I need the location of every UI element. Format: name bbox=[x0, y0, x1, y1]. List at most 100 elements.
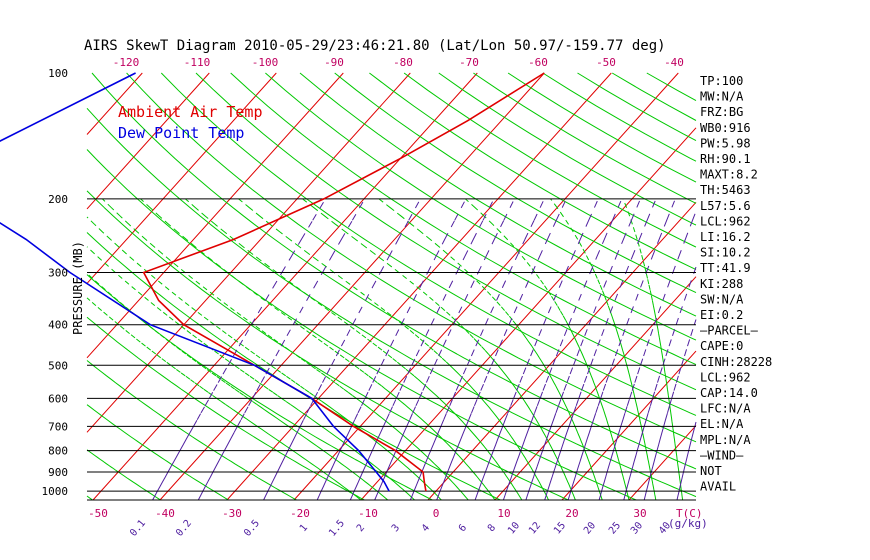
isotherm-line bbox=[628, 425, 697, 501]
mixing-ratio-label: 1.5 bbox=[327, 518, 347, 539]
mixing-ratio-line bbox=[567, 198, 676, 501]
dry-adiabat-line bbox=[195, 72, 697, 391]
dry-adiabat-line bbox=[507, 72, 697, 183]
moist-adiabat-line bbox=[185, 198, 523, 501]
top-temp-label: -40 bbox=[664, 56, 684, 69]
legend-temp: Ambient Air Temp bbox=[118, 103, 263, 121]
top-temp-label: -80 bbox=[393, 56, 413, 69]
bottom-unit-label: T(C) bbox=[676, 507, 703, 520]
legend-dew: Dew Point Temp bbox=[118, 124, 244, 142]
mixing-ratio-line bbox=[152, 198, 326, 501]
bottom-temp-label: 10 bbox=[497, 507, 510, 520]
mixing-ratio-line bbox=[197, 198, 366, 501]
dry-adiabat-line bbox=[230, 72, 697, 366]
stats-item: L57:5.6 bbox=[700, 199, 751, 213]
top-temp-label: -100 bbox=[252, 56, 279, 69]
stats-item: LCL:962 bbox=[700, 370, 751, 384]
chart-title: AIRS SkewT Diagram 2010-05-29/23:46:21.8… bbox=[84, 38, 666, 54]
mixing-ratio-label: 12 bbox=[527, 520, 543, 536]
dry-adiabat-line bbox=[542, 72, 697, 162]
mixing-ratio-line bbox=[525, 198, 641, 501]
dry-adiabat-line bbox=[473, 72, 697, 204]
mixing-ratio-label: 15 bbox=[552, 520, 568, 536]
mixing-ratio-label: 8 bbox=[486, 523, 498, 535]
pressure-tick-label: 300 bbox=[48, 267, 68, 280]
pressure-tick-label: 500 bbox=[48, 359, 68, 372]
dry-adiabat-line bbox=[611, 72, 697, 121]
moist-adiabat-lines bbox=[86, 198, 684, 501]
mixing-ratio-line bbox=[436, 198, 567, 501]
mixing-ratio-label: 30 bbox=[629, 520, 645, 536]
stats-item: NOT bbox=[700, 464, 722, 478]
stats-item: AVAIL bbox=[700, 480, 736, 494]
stats-item: KI:288 bbox=[700, 277, 743, 291]
pressure-tick-label: 1000 bbox=[42, 485, 69, 498]
isotherm-line bbox=[561, 350, 697, 501]
mixing-ratio-line bbox=[474, 198, 599, 501]
isotherm-line bbox=[86, 72, 411, 433]
dewpoint-line bbox=[0, 72, 390, 492]
moist-adiabat-line bbox=[140, 198, 496, 501]
moist-adiabat-line bbox=[102, 198, 469, 501]
dry-adiabat-line bbox=[577, 72, 697, 142]
bottom-temp-label: -10 bbox=[358, 507, 378, 520]
top-temp-label: -90 bbox=[324, 56, 344, 69]
pressure-tick-label: 400 bbox=[48, 319, 68, 332]
dry-adiabat-line bbox=[265, 72, 697, 341]
mixing-ratio-line bbox=[623, 266, 697, 501]
stats-item: LCL:962 bbox=[700, 214, 751, 228]
isotherm-line bbox=[360, 127, 697, 501]
isotherm-line bbox=[86, 72, 210, 210]
mixing-ratio-line bbox=[643, 319, 697, 501]
moist-adiabat-line bbox=[622, 198, 684, 501]
mixing-ratio-label: 3 bbox=[390, 523, 402, 535]
moist-adiabat-line bbox=[550, 198, 657, 501]
moist-adiabat-line bbox=[465, 198, 630, 501]
stats-item: CINH:28228 bbox=[700, 355, 772, 369]
isotherm-line bbox=[86, 72, 277, 284]
bottom-temp-label: -50 bbox=[88, 507, 108, 520]
moist-adiabat-line bbox=[378, 198, 603, 501]
dry-adiabat-line bbox=[334, 72, 697, 294]
top-temp-label: -120 bbox=[113, 56, 140, 69]
top-temp-label: -110 bbox=[184, 56, 211, 69]
stats-item: TP:100 bbox=[700, 74, 743, 88]
stats-item: RH:90.1 bbox=[700, 152, 751, 166]
mixing-ratio-line bbox=[502, 198, 623, 501]
dry-adiabat-line bbox=[438, 72, 697, 226]
dry-adiabat-line bbox=[86, 404, 229, 501]
pressure-tick-labels: 100 200 300 400 500 600 700 800 900 1000 bbox=[42, 67, 69, 498]
moist-adiabat-line bbox=[86, 246, 415, 501]
top-temp-label: -60 bbox=[528, 56, 548, 69]
stats-item: —WIND— bbox=[700, 448, 744, 462]
pressure-tick-label: 600 bbox=[48, 392, 68, 405]
dry-adiabat-line bbox=[299, 72, 697, 317]
dry-adiabat-line bbox=[403, 72, 697, 248]
bottom-temp-labels: -50 -40 -30 -20 -10 0 10 20 30 bbox=[88, 507, 647, 520]
mixing-ratio-label: 4 bbox=[420, 523, 432, 535]
stats-item: EI:0.2 bbox=[700, 308, 743, 322]
mixing-ratio-line bbox=[598, 211, 697, 501]
dry-adiabat-line bbox=[86, 495, 93, 501]
stats-item: WB0:916 bbox=[700, 121, 751, 135]
dry-adiabat-line bbox=[369, 72, 697, 271]
mixing-ratio-lines bbox=[152, 198, 697, 501]
top-temp-labels: -120 -110 -100 -90 -80 -70 -60 -50 -40 bbox=[113, 56, 684, 69]
dry-adiabat-line bbox=[126, 72, 697, 443]
stats-item: SI:10.2 bbox=[700, 246, 751, 260]
mixing-ratio-label: 0.1 bbox=[128, 518, 148, 539]
isotherm-line bbox=[92, 72, 478, 501]
top-temp-label: -50 bbox=[596, 56, 616, 69]
top-temp-label: -70 bbox=[459, 56, 479, 69]
mixing-ratio-line bbox=[374, 198, 515, 501]
mixing-ratio-line bbox=[544, 198, 657, 501]
mixing-unit-label: (g/kg) bbox=[668, 517, 708, 530]
mixing-ratio-label: 1 bbox=[298, 523, 310, 535]
mixing-ratio-line bbox=[676, 421, 697, 501]
mixing-ratio-label: 25 bbox=[607, 520, 623, 536]
mixing-ratio-line bbox=[409, 198, 545, 501]
dry-adiabat-line bbox=[86, 360, 297, 501]
dry-adiabat-line bbox=[86, 449, 161, 501]
